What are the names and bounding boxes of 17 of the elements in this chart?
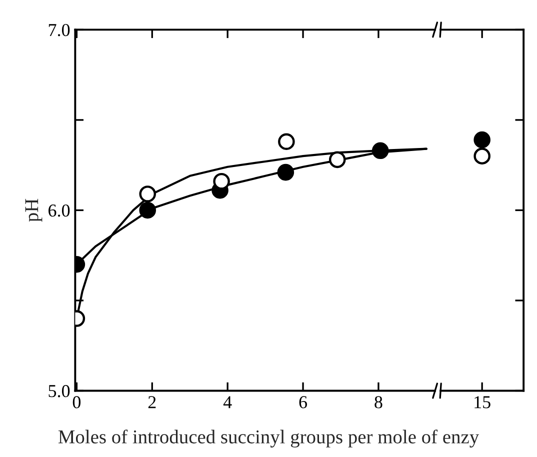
point [139, 202, 156, 219]
y-tick-label: 5.0 [48, 384, 70, 398]
point [372, 142, 389, 160]
point [278, 133, 295, 150]
point [328, 151, 346, 168]
x-tick-label: 6 [299, 396, 307, 408]
y-axis-title: pH [25, 198, 42, 222]
x-tick-label: 8 [374, 396, 382, 408]
point [277, 164, 294, 181]
y-tick-label: 6.0 [48, 204, 70, 217]
x-tick-label: 0 [72, 396, 81, 408]
y-tick-label: 7.0 [48, 24, 70, 36]
x-tick-label: 2 [148, 396, 156, 408]
x-tick-label: 15 [474, 396, 490, 408]
x-tick-label: 4 [223, 396, 232, 408]
x-axis-title: Moles of introduced succinyl groups per mole of enzy [58, 430, 480, 448]
point [139, 186, 156, 202]
